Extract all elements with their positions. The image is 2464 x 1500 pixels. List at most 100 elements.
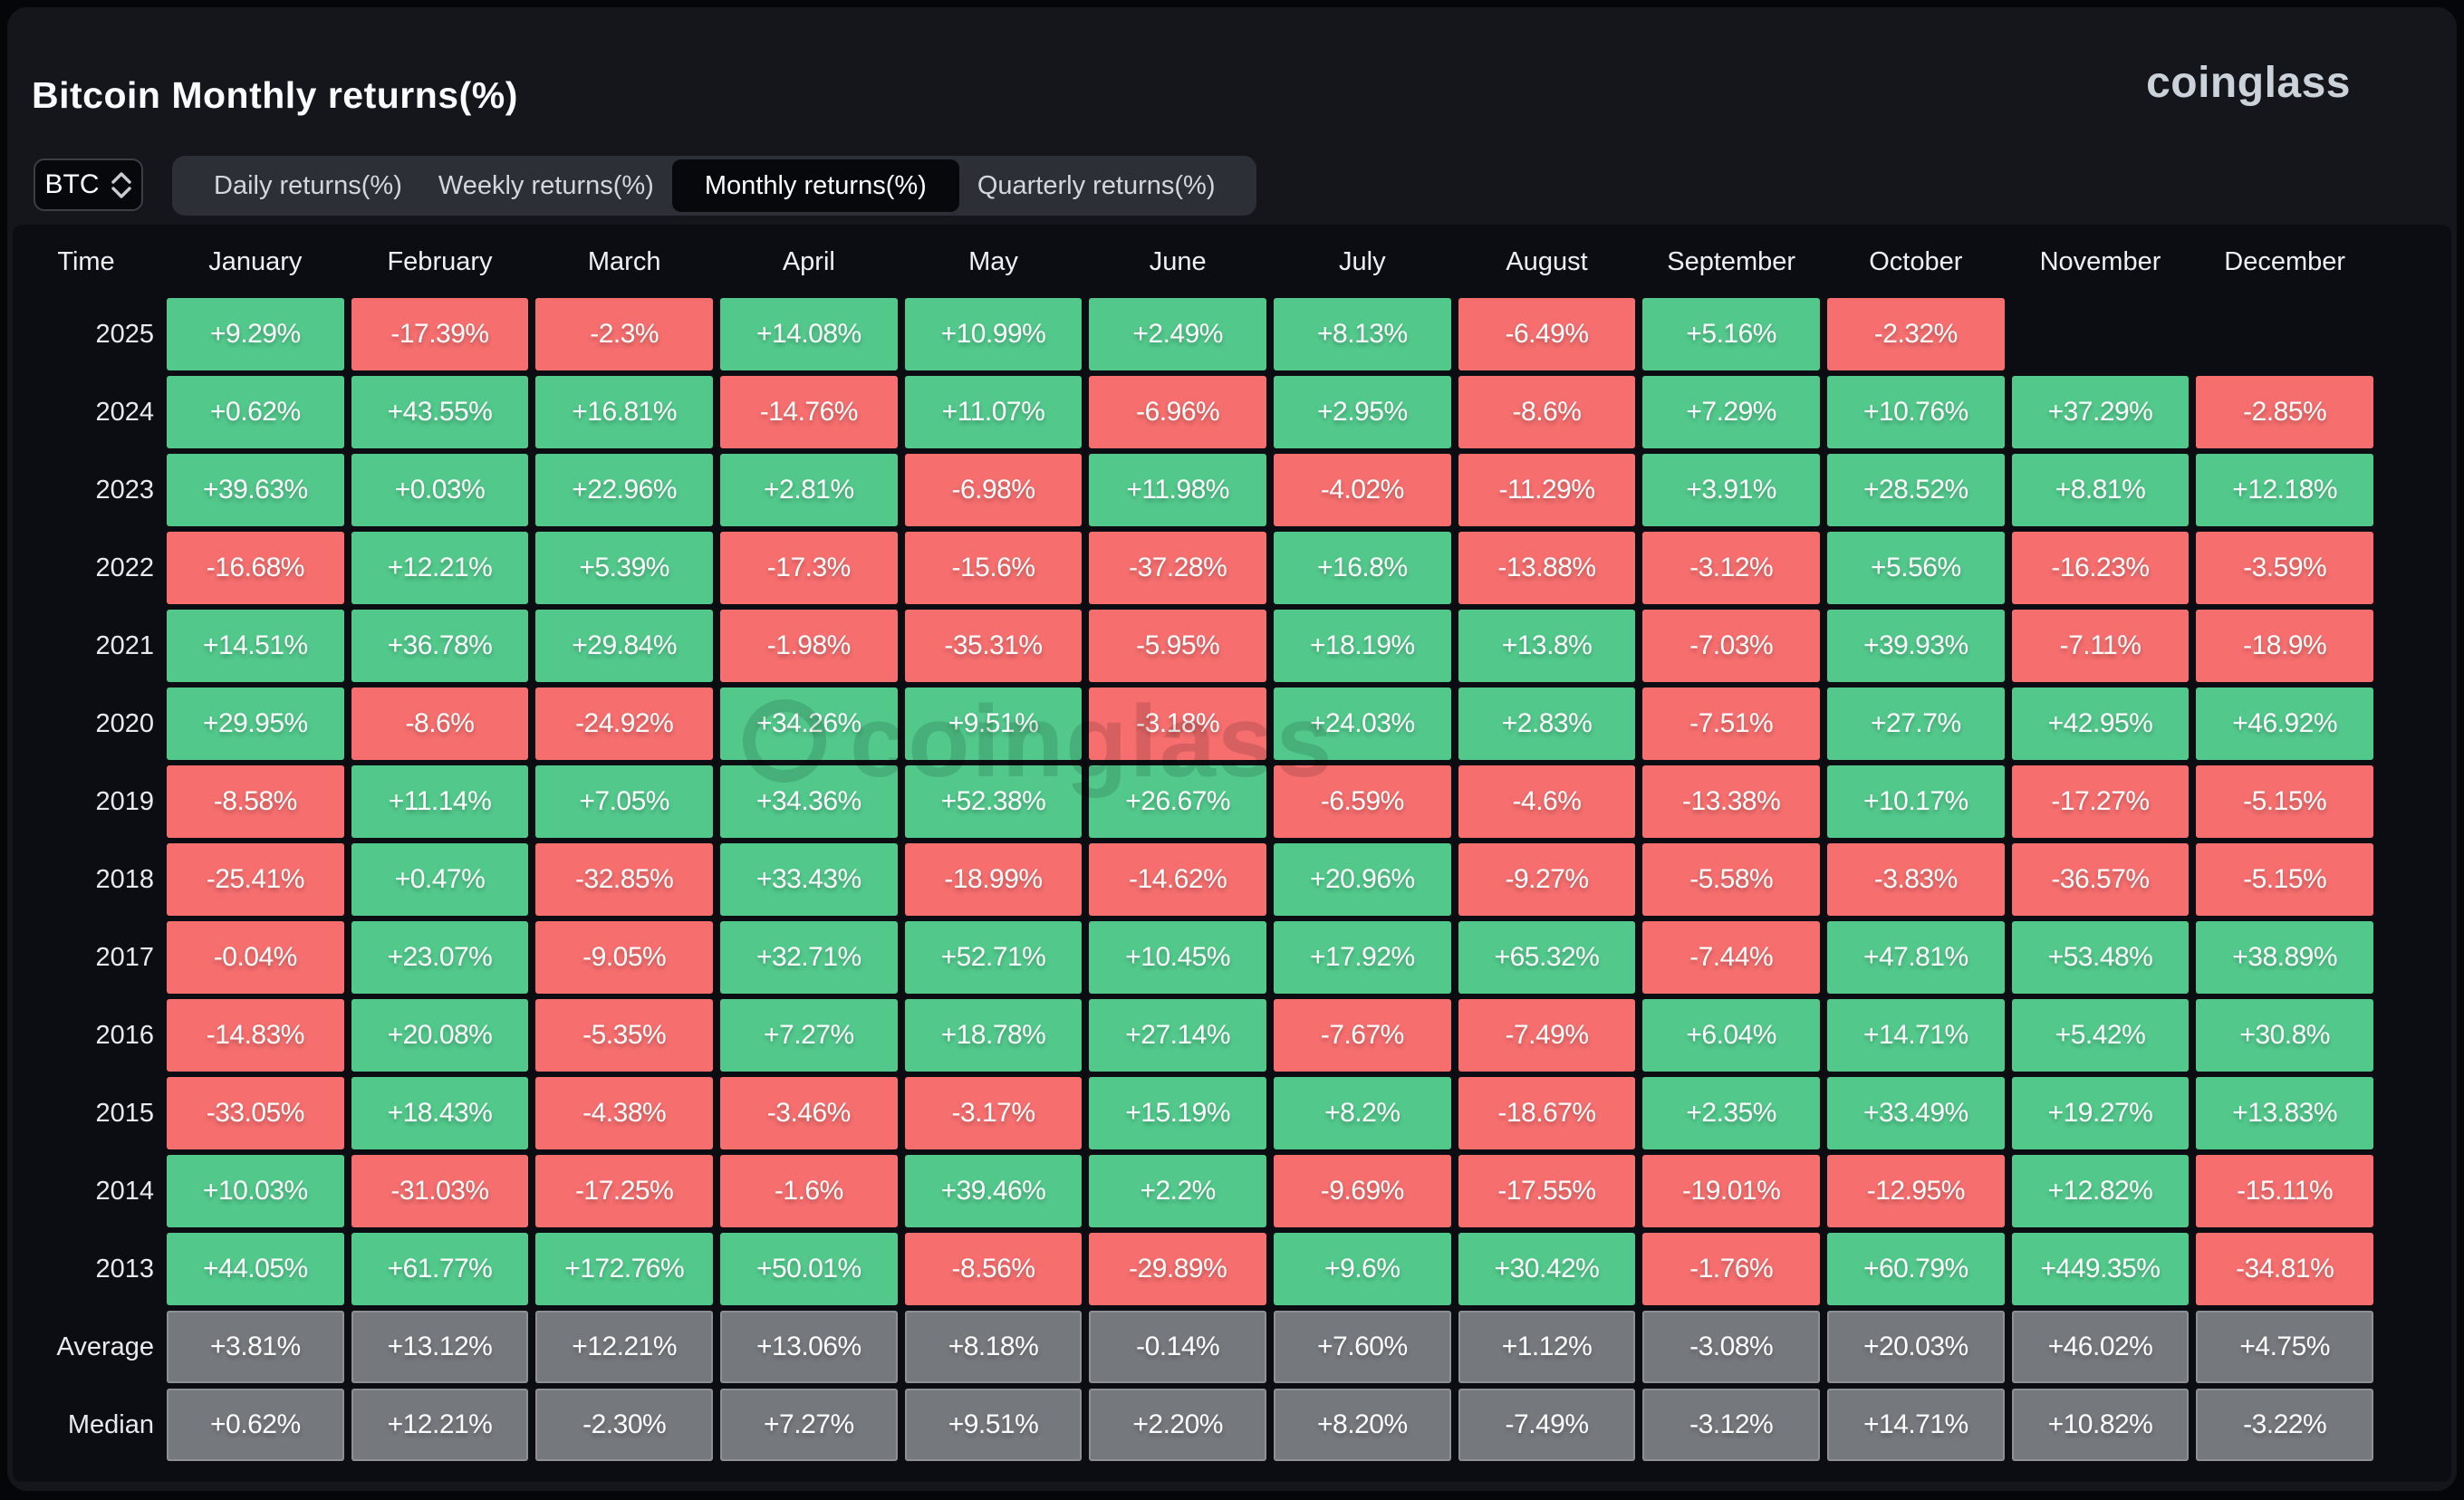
- cell-2014-november: +12.82%: [2011, 1155, 2190, 1227]
- cell-average-april: +13.06%: [720, 1311, 898, 1383]
- cell-2017-june: +10.45%: [1089, 921, 1266, 994]
- cell-2019-december: -5.15%: [2196, 765, 2373, 838]
- cell-2015-december: +13.83%: [2196, 1077, 2373, 1149]
- month-header-february: February: [387, 246, 493, 276]
- cell-2023-may: -6.98%: [904, 454, 1083, 526]
- cell-average-september: -3.08%: [1642, 1311, 1820, 1383]
- cell-2013-may: -8.56%: [904, 1233, 1083, 1305]
- month-header-september: September: [1667, 246, 1796, 276]
- cell-median-april: +7.27%: [720, 1389, 898, 1461]
- cell-2018-december: -5.15%: [2196, 843, 2373, 916]
- cell-2018-november: -36.57%: [2011, 843, 2190, 916]
- cell-2015-october: +33.49%: [1827, 1077, 2005, 1149]
- tab-daily-returns[interactable]: Daily returns(%): [214, 170, 402, 200]
- tab-weekly-returns[interactable]: Weekly returns(%): [438, 170, 654, 200]
- coinglass-logo[interactable]: coinglass: [2146, 59, 2351, 107]
- cell-2025-february: -17.39%: [351, 298, 529, 370]
- tab-monthly-returns[interactable]: Monthly returns(%): [671, 159, 959, 212]
- month-header-december: December: [2224, 246, 2346, 276]
- cell-2020-november: +42.95%: [2011, 688, 2190, 760]
- cell-2015-february: +18.43%: [351, 1077, 529, 1149]
- cell-2013-july: +9.6%: [1274, 1233, 1451, 1305]
- cell-2020-january: +29.95%: [167, 688, 344, 760]
- cell-2016-october: +14.71%: [1827, 999, 2005, 1072]
- cell-median-june: +2.20%: [1089, 1389, 1266, 1461]
- cell-2017-february: +23.07%: [351, 921, 529, 994]
- tab-quarterly-returns[interactable]: Quarterly returns(%): [977, 170, 1216, 200]
- cell-2018-july: +20.96%: [1274, 843, 1451, 916]
- cell-2015-november: +19.27%: [2011, 1077, 2190, 1149]
- coin-selector[interactable]: BTC: [34, 159, 143, 211]
- month-header-january: January: [208, 246, 303, 276]
- cell-2016-july: -7.67%: [1274, 999, 1451, 1072]
- cell-2023-april: +2.81%: [720, 454, 898, 526]
- cell-2016-march: -5.35%: [535, 999, 713, 1072]
- cell-2016-august: -7.49%: [1458, 999, 1636, 1072]
- cell-2017-july: +17.92%: [1274, 921, 1451, 994]
- cell-2020-march: -24.92%: [535, 688, 713, 760]
- coin-selector-value: BTC: [44, 169, 100, 199]
- row-label-2025: 2025: [95, 319, 154, 349]
- row-label-2017: 2017: [95, 942, 154, 972]
- month-header-may: May: [968, 246, 1018, 276]
- cell-2016-may: +18.78%: [904, 999, 1083, 1072]
- cell-average-december: +4.75%: [2196, 1311, 2373, 1383]
- cell-2022-june: -37.28%: [1089, 532, 1266, 604]
- cell-2020-december: +46.92%: [2196, 688, 2373, 760]
- cell-2018-september: -5.58%: [1642, 843, 1820, 916]
- cell-2014-august: -17.55%: [1458, 1155, 1636, 1227]
- cell-2023-june: +11.98%: [1089, 454, 1266, 526]
- cell-2014-march: -17.25%: [535, 1155, 713, 1227]
- cell-2021-august: +13.8%: [1458, 610, 1636, 682]
- cell-2022-december: -3.59%: [2196, 532, 2373, 604]
- cell-2017-may: +52.71%: [904, 921, 1083, 994]
- cell-2013-june: -29.89%: [1089, 1233, 1266, 1305]
- cell-2022-january: -16.68%: [167, 532, 344, 604]
- cell-2021-july: +18.19%: [1274, 610, 1451, 682]
- cell-median-may: +9.51%: [904, 1389, 1083, 1461]
- cell-2014-february: -31.03%: [351, 1155, 529, 1227]
- cell-2022-may: -15.6%: [904, 532, 1083, 604]
- cell-2013-november: +449.35%: [2011, 1233, 2190, 1305]
- cell-2018-may: -18.99%: [904, 843, 1083, 916]
- cell-2024-march: +16.81%: [535, 376, 713, 448]
- cell-2017-november: +53.48%: [2011, 921, 2190, 994]
- cell-2018-october: -3.83%: [1827, 843, 2005, 916]
- cell-2021-september: -7.03%: [1642, 610, 1820, 682]
- page-title: Bitcoin Monthly returns(%): [32, 74, 518, 116]
- cell-2025-october: -2.32%: [1827, 298, 2005, 370]
- month-header-july: July: [1339, 246, 1386, 276]
- cell-2016-december: +30.8%: [2196, 999, 2373, 1072]
- cell-2024-august: -8.6%: [1458, 376, 1636, 448]
- cell-2013-april: +50.01%: [720, 1233, 898, 1305]
- cell-2021-april: -1.98%: [720, 610, 898, 682]
- cell-2024-june: -6.96%: [1089, 376, 1266, 448]
- cell-2024-november: +37.29%: [2011, 376, 2190, 448]
- time-column-header: Time: [57, 246, 115, 276]
- cell-2015-april: -3.46%: [720, 1077, 898, 1149]
- row-label-2021: 2021: [95, 630, 154, 660]
- cell-2025-april: +14.08%: [720, 298, 898, 370]
- cell-median-february: +12.21%: [351, 1389, 529, 1461]
- cell-2022-february: +12.21%: [351, 532, 529, 604]
- cell-2023-october: +28.52%: [1827, 454, 2005, 526]
- cell-2023-january: +39.63%: [167, 454, 344, 526]
- month-header-october: October: [1869, 246, 1963, 276]
- cell-2024-april: -14.76%: [720, 376, 898, 448]
- cell-2019-november: -17.27%: [2011, 765, 2190, 838]
- cell-2023-february: +0.03%: [351, 454, 529, 526]
- cell-2021-march: +29.84%: [535, 610, 713, 682]
- cell-2017-march: -9.05%: [535, 921, 713, 994]
- cell-average-may: +8.18%: [904, 1311, 1083, 1383]
- cell-2020-august: +2.83%: [1458, 688, 1636, 760]
- cell-2025-june: +2.49%: [1089, 298, 1266, 370]
- cell-median-november: +10.82%: [2011, 1389, 2190, 1461]
- row-label-2015: 2015: [95, 1098, 154, 1128]
- cell-2024-february: +43.55%: [351, 376, 529, 448]
- cell-2022-august: -13.88%: [1458, 532, 1636, 604]
- cell-2018-august: -9.27%: [1458, 843, 1636, 916]
- cell-median-august: -7.49%: [1458, 1389, 1636, 1461]
- row-label-2019: 2019: [95, 786, 154, 816]
- cell-2020-october: +27.7%: [1827, 688, 2005, 760]
- cell-2025-august: -6.49%: [1458, 298, 1636, 370]
